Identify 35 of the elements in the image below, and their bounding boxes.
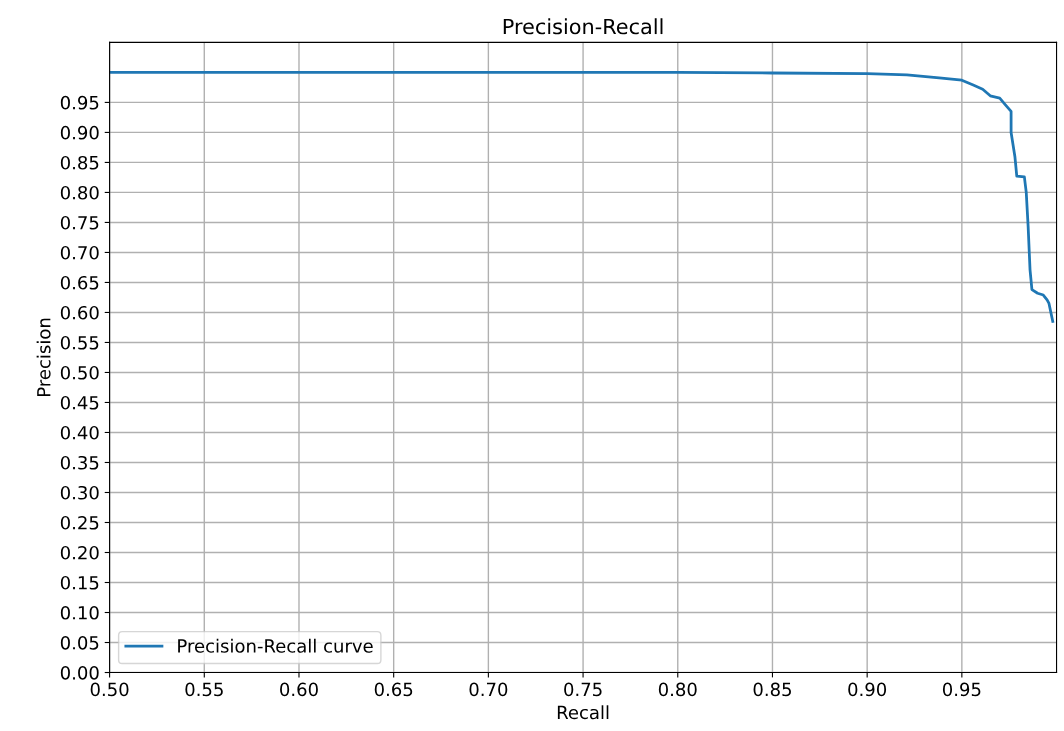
y-tick-label: 0.65 xyxy=(60,275,99,290)
x-axis-title: Recall xyxy=(557,705,609,720)
y-tick-label: 0.35 xyxy=(60,455,99,470)
y-tick-label: 0.15 xyxy=(60,575,99,590)
y-tick-label: 0.85 xyxy=(60,155,99,170)
line-series xyxy=(109,71,1055,323)
x-tick-label: 0.80 xyxy=(658,682,697,697)
x-tick-label: 0.75 xyxy=(564,682,602,697)
x-tick-label: 0.85 xyxy=(753,682,791,697)
y-tick-label: 0.70 xyxy=(60,245,99,260)
x-tick-label: 0.50 xyxy=(90,682,129,697)
y-tick-label: 0.45 xyxy=(60,395,99,410)
y-axis-title: Precision xyxy=(36,318,51,396)
y-tick-label: 0.00 xyxy=(60,665,99,680)
y-tick-label: 0.80 xyxy=(60,185,99,200)
y-tick-label: 0.25 xyxy=(60,515,99,530)
x-tick-label: 0.65 xyxy=(374,682,413,697)
legend-label: Precision-Recall curve xyxy=(178,638,373,653)
y-tick-label: 0.60 xyxy=(60,305,99,320)
y-tick-label: 0.95 xyxy=(60,95,99,110)
y-tick-label: 0.75 xyxy=(60,215,99,230)
y-tick-label: 0.05 xyxy=(60,635,99,650)
x-tick-label: 0.95 xyxy=(942,682,981,697)
x-tick-label: 0.55 xyxy=(185,682,223,697)
x-tick-label: 0.70 xyxy=(469,682,508,697)
y-tick-label: 0.20 xyxy=(60,545,99,560)
y-tick-label: 0.50 xyxy=(60,365,99,380)
chart-title: Precision-Recall xyxy=(503,18,663,35)
x-tick-label: 0.60 xyxy=(280,682,318,697)
y-tick-label: 0.10 xyxy=(60,605,99,620)
y-tick-label: 0.40 xyxy=(60,425,99,440)
y-tick-label: 0.90 xyxy=(60,125,99,140)
x-tick-label: 0.90 xyxy=(848,682,887,697)
y-tick-label: 0.55 xyxy=(60,335,99,350)
y-tick-label: 0.30 xyxy=(60,485,99,500)
